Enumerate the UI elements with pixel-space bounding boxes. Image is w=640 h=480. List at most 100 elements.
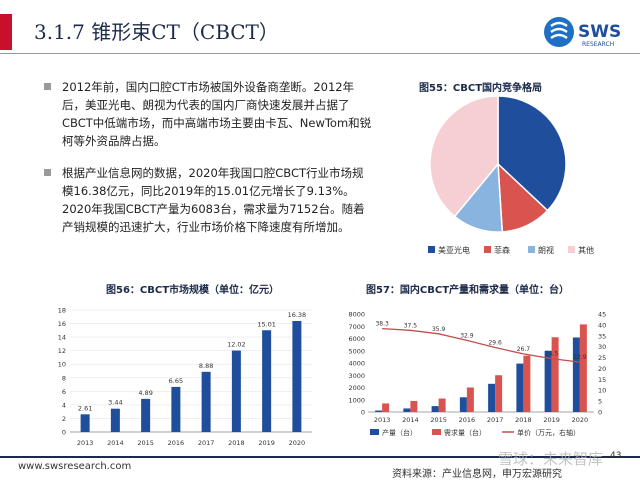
legend-label: 美亚光电 (438, 245, 470, 255)
y-tick-label: 4 (62, 401, 66, 409)
y2-tick-label: 15 (598, 376, 606, 384)
logo-subtext: RESEARCH (582, 41, 614, 48)
y-tick-label: 0 (361, 409, 365, 417)
source-note: 资料来源：产业信息网，申万宏源研究 (392, 469, 562, 480)
y-tick-label: 6 (62, 388, 66, 396)
y-tick-label: 1000 (348, 396, 365, 404)
y-tick-label: 6000 (348, 335, 365, 343)
y-tick-label: 2 (62, 415, 66, 423)
x-tick-label: 2015 (137, 439, 154, 447)
bullet-list: 2012年前，国内口腔CT市场被国外设备商垄断。2012年后，美亚光电、朗视为代… (44, 78, 372, 250)
header-accent-bar (0, 14, 12, 50)
y-tick-label: 14 (58, 334, 66, 342)
line-data-label: 24.5 (545, 351, 559, 358)
data-label: 16.38 (288, 311, 307, 319)
x-tick-label: 2014 (107, 439, 124, 447)
line-data-label: 26.7 (517, 346, 531, 353)
line-data-label: 35.9 (432, 326, 446, 333)
y-tick-label: 8 (62, 374, 66, 382)
data-label: 12.02 (227, 341, 246, 349)
pie-slice (429, 95, 499, 218)
y-tick-label: 12 (58, 347, 66, 355)
y-tick-label: 7000 (348, 323, 365, 331)
bar-demand (551, 337, 559, 412)
bar (231, 350, 241, 432)
bar-production (459, 397, 467, 412)
bar-demand (466, 387, 474, 412)
x-tick-label: 2020 (572, 416, 589, 424)
legend-label: 需求量（台） (444, 428, 486, 437)
y-tick-label: 16 (58, 320, 66, 328)
legend-label: 菲森 (494, 245, 510, 255)
x-tick-label: 2020 (289, 439, 306, 447)
y2-tick-label: 35 (598, 332, 606, 340)
y-tick-label: 2000 (348, 384, 365, 392)
bullet-item: 2012年前，国内口腔CT市场被国外设备商垄断。2012年后，美亚光电、朗视为代… (44, 78, 372, 150)
data-label: 4.89 (138, 389, 152, 397)
bullet-square-icon (44, 169, 51, 176)
logo-circle-icon (544, 17, 574, 47)
price-line (382, 327, 580, 363)
bar (262, 330, 272, 432)
bar-demand (382, 403, 390, 412)
footer-url-link[interactable]: www.swsresearch.com (18, 461, 132, 472)
y2-tick-label: 0 (598, 409, 602, 417)
pie-chart: 美亚光电 菲森 朗视 其他 (428, 95, 594, 255)
bar-demand (438, 398, 446, 412)
line-data-label: 38.3 (375, 321, 389, 328)
bar-chart-title: 图56：CBCT市场规模（单位：亿元） (106, 285, 280, 296)
market-size-bar-chart: 0 2 4 6 8 10 12 14 16 18 2.61 2013 3.44 2014 4.89 2015 6… (58, 307, 312, 447)
bullet-square-icon (44, 83, 51, 90)
bullet-text: 2012年前，国内口腔CT市场被国外设备商垄断。2012年后，美亚光电、朗视为代… (62, 80, 372, 148)
x-tick-label: 2017 (487, 416, 504, 424)
bar-production (572, 337, 580, 412)
x-tick-label: 2015 (430, 416, 447, 424)
legend-label: 朗视 (538, 245, 554, 255)
x-tick-label: 2016 (459, 416, 476, 424)
legend-swatch (484, 246, 491, 253)
legend-swatch (370, 429, 379, 435)
pie-slice (497, 95, 567, 212)
x-tick-label: 2017 (198, 439, 215, 447)
legend-swatch (528, 246, 535, 253)
bar (201, 371, 211, 432)
y2-tick-label: 25 (598, 354, 606, 362)
bullet-text: 根据产业信息网的数据，2020年我国口腔CBCT行业市场规模16.38亿元，同比… (62, 166, 365, 234)
x-tick-label: 2016 (168, 439, 185, 447)
y2-tick-label: 30 (598, 343, 606, 351)
bar-demand (410, 400, 418, 412)
bar-demand (495, 375, 503, 412)
bar-production (375, 410, 383, 412)
bar (171, 386, 181, 432)
bar-production (488, 383, 496, 412)
logo-text: SWS (578, 22, 621, 42)
y-tick-label: 3000 (348, 372, 365, 380)
y2-tick-label: 20 (598, 365, 606, 373)
x-tick-label: 2018 (228, 439, 245, 447)
legend-swatch (568, 246, 575, 253)
legend-label: 单价（万元，右轴） (517, 428, 580, 437)
y-tick-label: 8000 (348, 311, 365, 319)
combo-chart-title: 图57：国内CBCT产量和需求量（单位：台） (366, 285, 570, 296)
sws-logo: SWS RESEARCH (544, 17, 621, 48)
y-tick-label: 18 (58, 307, 66, 315)
y2-tick-label: 5 (598, 398, 602, 406)
legend-label: 其他 (578, 245, 594, 255)
x-tick-label: 2013 (374, 416, 391, 424)
production-demand-chart: 0 1000 2000 3000 4000 5000 6000 7000 8000 0 5 10 15 2… (348, 311, 606, 438)
header-divider (0, 53, 640, 54)
data-label: 2.61 (78, 404, 92, 412)
data-label: 3.44 (108, 399, 122, 407)
y-tick-label: 5000 (348, 347, 365, 355)
line-data-label: 22.9 (573, 354, 587, 361)
bar-demand (523, 355, 531, 412)
line-data-label: 37.5 (404, 322, 418, 329)
footer-divider (0, 456, 640, 458)
data-label: 6.65 (169, 377, 183, 385)
bar (141, 398, 151, 432)
y-tick-label: 4000 (348, 360, 365, 368)
watermark: 雪球：未来智库 (498, 450, 604, 468)
page-title: 3.1.7 锥形束CT（CBCT） (34, 20, 279, 44)
bar-production (516, 363, 524, 412)
legend-swatch (428, 246, 435, 253)
